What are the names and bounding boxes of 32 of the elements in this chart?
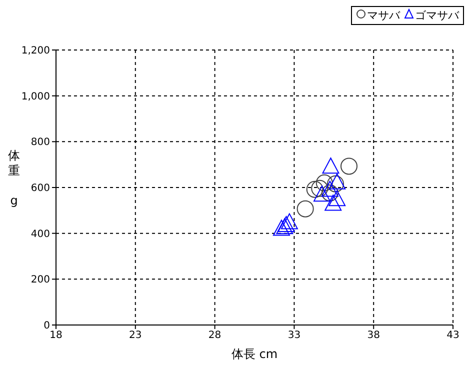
x-tick-label: 23 [129, 330, 142, 342]
x-tick-label: 28 [208, 330, 222, 342]
point [321, 184, 338, 202]
y-tick-label: 200 [30, 274, 50, 286]
y-tick-label: 1,000 [21, 91, 50, 102]
point [280, 213, 298, 230]
point [311, 180, 328, 197]
point [306, 180, 324, 198]
point [316, 174, 333, 192]
x-tick-label: 18 [50, 330, 62, 342]
legend-label: ゴマサバ [415, 9, 459, 22]
point [326, 175, 344, 192]
x-tick-label: 38 [367, 330, 380, 342]
point [340, 158, 358, 175]
point [328, 173, 346, 190]
point [296, 200, 314, 218]
y-tick-label: 600 [30, 183, 50, 194]
point [313, 186, 330, 202]
y-tick-label: 400 [30, 228, 50, 240]
x-tick-label: 43 [446, 330, 460, 342]
y-tick-label: 800 [30, 137, 50, 148]
y-tick-label: 1,200 [21, 46, 50, 57]
point [324, 194, 342, 211]
x-axis-title: 体長 cm [231, 347, 278, 361]
legend-label: マサバ [367, 9, 400, 22]
point [272, 220, 290, 236]
point [322, 158, 340, 174]
y-tick-label: 0 [44, 320, 50, 332]
text: 体重 g [8, 148, 20, 208]
x-tick-label: 33 [288, 330, 301, 342]
point [321, 180, 338, 197]
point [328, 190, 346, 206]
